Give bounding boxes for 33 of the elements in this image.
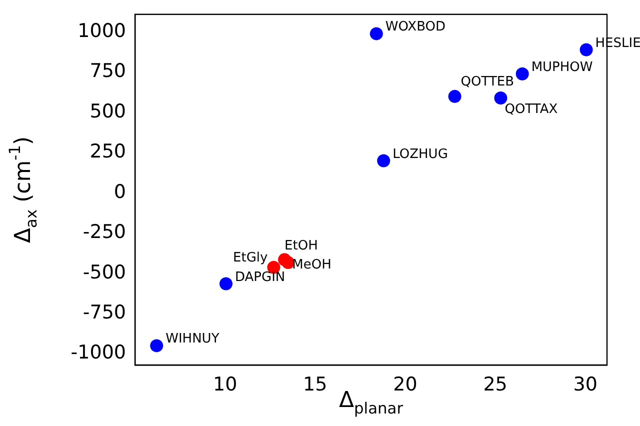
point — [219, 277, 232, 290]
annotation: DAPGIN — [234, 270, 286, 285]
point — [377, 154, 390, 168]
annotation: QOTTAX — [504, 102, 558, 118]
x-tick-label: 15 — [303, 373, 328, 396]
point — [494, 92, 508, 105]
x-tick-label: 25 — [483, 373, 508, 396]
annotation: MeOH — [292, 258, 332, 273]
y-tick-label: 500 — [90, 100, 126, 122]
annotation: WOXBOD — [385, 20, 446, 35]
y-tick-label: -250 — [82, 221, 126, 244]
x-tick-label: 30 — [573, 373, 598, 396]
y-axis-title: Δax (cm-1) — [6, 136, 41, 244]
annotation: LOZHUG — [392, 146, 448, 162]
x-tick-label: 20 — [393, 373, 418, 396]
y-tick-label: 1000 — [78, 20, 126, 42]
point — [448, 90, 462, 103]
point — [370, 27, 383, 40]
x-tick-label: 10 — [212, 373, 238, 396]
y-tick-label: 250 — [90, 140, 126, 163]
y-tick-label: -1000 — [70, 342, 126, 364]
annotation: EtOH — [284, 238, 318, 254]
point — [580, 43, 593, 56]
point — [150, 339, 164, 352]
y-tick-label: -500 — [82, 261, 126, 284]
annotation: EtGly — [233, 250, 268, 266]
y-tick-label: 750 — [90, 60, 126, 82]
y-tick-label: 0 — [114, 180, 126, 203]
point — [516, 67, 529, 80]
annotation: QOTTEB — [460, 74, 514, 90]
y-tick-label: -750 — [82, 301, 126, 324]
annotation: MUPHOW — [531, 60, 593, 75]
annotation: WIHNUY — [166, 332, 220, 347]
